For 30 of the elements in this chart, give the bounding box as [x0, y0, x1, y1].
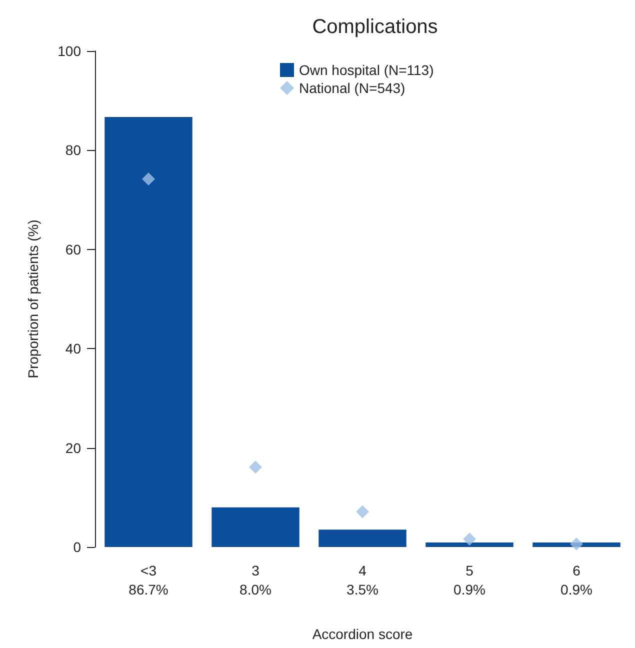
x-axis-title: Accordion score [312, 626, 413, 642]
point [142, 172, 155, 186]
point [570, 538, 583, 551]
y-tick-label: 0 [73, 539, 82, 555]
y-tick-label: 20 [65, 440, 82, 456]
legend-label: National (N=543) [299, 80, 406, 96]
data-label: 8.0% [240, 582, 272, 598]
bar [318, 530, 406, 547]
x-tick-label: 3 [252, 562, 260, 578]
y-tick-label: 40 [65, 340, 82, 357]
data-label: 0.9% [454, 582, 486, 598]
point [463, 532, 476, 546]
data-label: 0.9% [560, 582, 592, 598]
bar [426, 542, 514, 547]
bar [104, 116, 192, 547]
y-tick-label: 100 [58, 43, 82, 59]
y-tick-label: 60 [65, 241, 82, 258]
x-tick-label: 5 [466, 562, 474, 578]
x-tick-label: <3 [140, 562, 157, 578]
data-label: 86.7% [128, 582, 168, 598]
y-tick-label: 80 [65, 142, 82, 158]
legend-label: Own hospital (N=113) [299, 62, 434, 78]
point [356, 505, 369, 518]
x-tick-label: 6 [572, 562, 581, 578]
y-axis-title: Proportion of patients (%) [25, 220, 41, 378]
data-label: 3.5% [346, 582, 378, 598]
x-tick-label: 4 [358, 562, 367, 578]
point [249, 460, 262, 474]
chart-title: Complications [312, 16, 438, 38]
bar [212, 507, 300, 547]
